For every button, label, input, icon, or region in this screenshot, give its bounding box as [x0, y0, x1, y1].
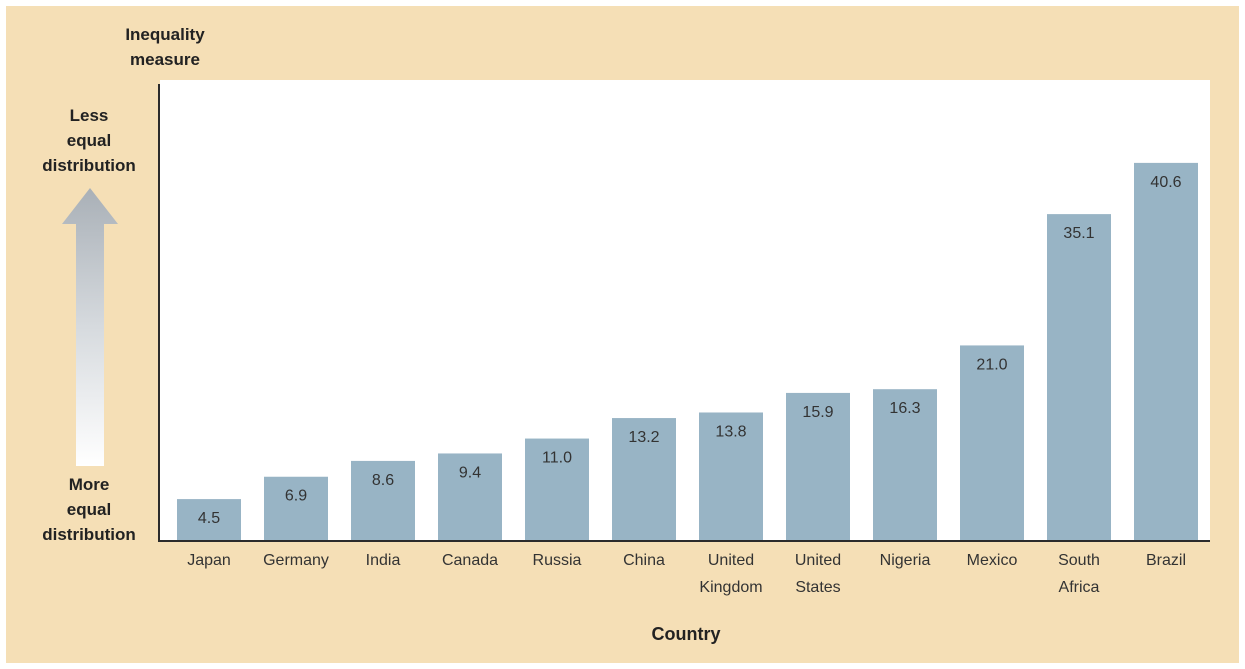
less-equal-line-2: equal — [66, 131, 112, 150]
x-axis-line — [158, 540, 1210, 542]
bar-mexico — [960, 345, 1024, 541]
x-tick-label: Nigeria — [880, 552, 931, 569]
less-equal-annotation: Less equal distribution — [28, 103, 150, 178]
x-tick-label: Germany — [263, 552, 329, 569]
more-equal-annotation: More equal distribution — [28, 472, 150, 547]
more-equal-line-3: distribution — [42, 525, 136, 544]
bar-value-label: 6.9 — [285, 488, 307, 505]
x-tick-label: Africa — [1059, 579, 1100, 596]
bar-value-label: 4.5 — [198, 510, 220, 527]
bar-value-label: 9.4 — [459, 464, 481, 481]
bar-value-label: 11.0 — [542, 450, 572, 467]
y-axis-line — [158, 84, 160, 542]
bar-brazil — [1134, 162, 1198, 541]
bar-nigeria — [873, 389, 937, 541]
bar-value-label: 35.1 — [1063, 225, 1094, 242]
bar-japan — [177, 499, 241, 541]
x-tick-label: India — [366, 552, 401, 569]
y-axis-title-line-1: Inequality — [125, 25, 205, 44]
bar-china — [612, 418, 676, 541]
y-axis-title-line-2: measure — [130, 50, 200, 69]
less-equal-line-1: Less — [69, 106, 109, 125]
bar-value-label: 40.6 — [1150, 174, 1181, 191]
bar-russia — [525, 438, 589, 541]
bar-united-states — [786, 392, 850, 541]
x-tick-label: States — [795, 579, 840, 596]
more-equal-line-2: equal — [66, 500, 112, 519]
x-tick-label: Russia — [533, 552, 582, 569]
x-axis-title: Country — [651, 624, 721, 644]
bar-value-label: 15.9 — [802, 404, 833, 421]
x-tick-label: Canada — [442, 552, 498, 569]
bar-value-label: 21.0 — [976, 356, 1007, 373]
up-arrow-icon — [62, 188, 118, 466]
more-equal-line-1: More — [68, 475, 110, 494]
bar-value-label: 13.8 — [715, 423, 746, 440]
x-tick-label: Japan — [187, 552, 231, 569]
x-tick-label: South — [1058, 552, 1100, 569]
x-tick-label: Kingdom — [699, 579, 762, 596]
bar-india — [351, 460, 415, 541]
bar-united-kingdom — [699, 412, 763, 541]
x-tick-label: United — [795, 552, 841, 569]
x-tick-label: Brazil — [1146, 552, 1186, 569]
x-tick-label: United — [708, 552, 754, 569]
bar-value-label: 8.6 — [372, 472, 394, 489]
bar-canada — [438, 453, 502, 541]
bar-value-label: 13.2 — [628, 429, 659, 446]
bar-south-africa — [1047, 214, 1111, 542]
plot-area — [160, 80, 1210, 541]
bar-value-label: 16.3 — [889, 400, 920, 417]
less-equal-line-3: distribution — [42, 156, 136, 175]
bar-germany — [264, 476, 328, 541]
y-axis-title: Inequality measure — [105, 22, 225, 72]
x-tick-label: China — [623, 552, 665, 569]
x-tick-label: Mexico — [967, 552, 1018, 569]
